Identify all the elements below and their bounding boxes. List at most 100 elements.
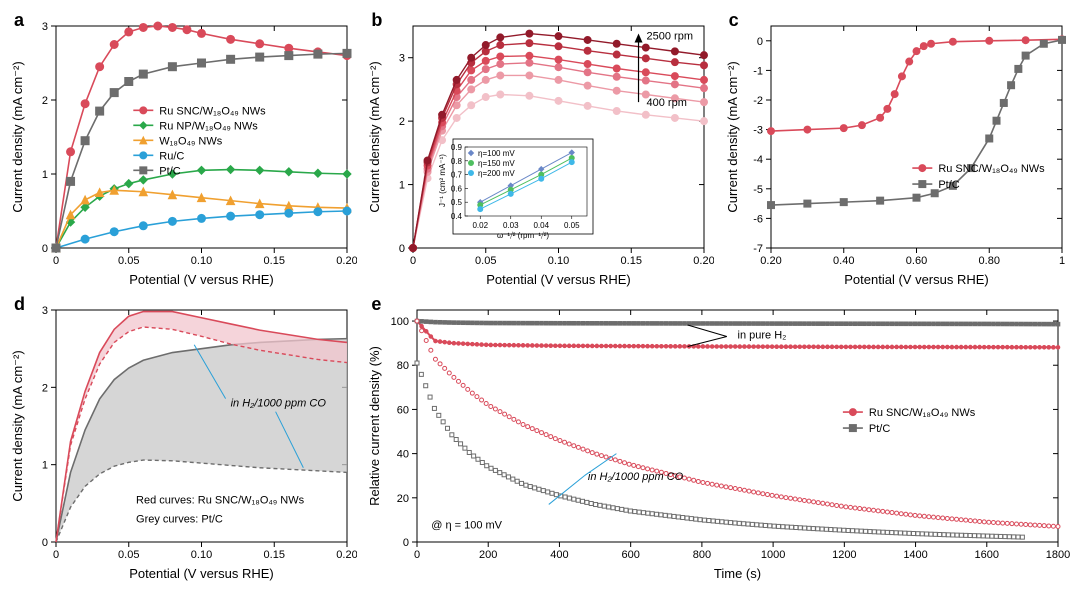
svg-text:0.20: 0.20 xyxy=(336,255,357,267)
svg-text:200: 200 xyxy=(479,549,497,561)
svg-text:0.05: 0.05 xyxy=(118,549,139,561)
svg-text:0.60: 0.60 xyxy=(905,255,926,267)
svg-text:J⁻¹ (cm² mA⁻¹): J⁻¹ (cm² mA⁻¹) xyxy=(438,154,447,207)
svg-text:η=150 mV: η=150 mV xyxy=(478,159,515,168)
svg-text:1400: 1400 xyxy=(904,549,928,561)
svg-text:2: 2 xyxy=(42,382,48,394)
svg-text:@ η = 100 mV: @ η = 100 mV xyxy=(432,520,503,532)
svg-text:Pt/C: Pt/C xyxy=(869,423,890,435)
svg-text:Grey curves: Pt/C: Grey curves: Pt/C xyxy=(136,514,223,526)
svg-text:0.15: 0.15 xyxy=(264,549,285,561)
svg-text:0: 0 xyxy=(403,537,409,549)
svg-text:1200: 1200 xyxy=(832,549,856,561)
svg-text:0.10: 0.10 xyxy=(191,549,212,561)
svg-text:3: 3 xyxy=(399,53,405,65)
svg-text:0.05: 0.05 xyxy=(564,221,580,230)
svg-text:Current density (mA cm⁻²): Current density (mA cm⁻²) xyxy=(10,61,25,212)
svg-text:1: 1 xyxy=(1059,255,1065,267)
svg-text:Potential (V versus RHE): Potential (V versus RHE) xyxy=(129,566,274,581)
svg-text:η=200 mV: η=200 mV xyxy=(478,169,515,178)
svg-text:2: 2 xyxy=(399,116,405,128)
svg-text:40: 40 xyxy=(397,449,409,461)
svg-text:1: 1 xyxy=(42,169,48,181)
svg-text:0.4: 0.4 xyxy=(451,212,463,221)
svg-text:0.20: 0.20 xyxy=(760,255,781,267)
svg-text:1800: 1800 xyxy=(1046,549,1070,561)
svg-text:0.8: 0.8 xyxy=(451,157,463,166)
svg-text:0.15: 0.15 xyxy=(264,255,285,267)
svg-text:60: 60 xyxy=(397,404,409,416)
panel-d-label: d xyxy=(14,294,25,315)
panel-a-label: a xyxy=(14,10,24,31)
panel-c-label: c xyxy=(729,10,739,31)
svg-text:0: 0 xyxy=(42,243,48,255)
svg-text:Time (s): Time (s) xyxy=(714,566,761,581)
svg-text:0: 0 xyxy=(410,255,416,267)
svg-text:-7: -7 xyxy=(753,243,763,255)
svg-text:1000: 1000 xyxy=(761,549,785,561)
svg-text:0.9: 0.9 xyxy=(451,143,463,152)
svg-text:2: 2 xyxy=(42,95,48,107)
svg-text:400 rpm: 400 rpm xyxy=(647,97,687,109)
svg-text:ω⁻¹⧸² (rpm⁻¹⧸²): ω⁻¹⧸² (rpm⁻¹⧸²) xyxy=(497,231,549,240)
svg-text:η=100 mV: η=100 mV xyxy=(478,149,515,158)
svg-text:0.03: 0.03 xyxy=(503,221,519,230)
svg-text:400: 400 xyxy=(551,549,569,561)
svg-text:3: 3 xyxy=(42,21,48,33)
svg-text:0: 0 xyxy=(414,549,420,561)
svg-text:0.10: 0.10 xyxy=(548,255,569,267)
svg-text:0.5: 0.5 xyxy=(451,198,463,207)
svg-text:in H₂/1000 ppm CO: in H₂/1000 ppm CO xyxy=(231,398,327,410)
svg-text:Potential (V versus RHE): Potential (V versus RHE) xyxy=(487,272,632,287)
svg-text:in H₂/1000 ppm CO: in H₂/1000 ppm CO xyxy=(588,471,684,483)
svg-text:Current density (mA cm⁻²): Current density (mA cm⁻²) xyxy=(725,61,740,212)
svg-text:1: 1 xyxy=(42,460,48,472)
svg-text:Pt/C: Pt/C xyxy=(938,179,959,191)
svg-text:Potential (V versus RHE): Potential (V versus RHE) xyxy=(844,272,989,287)
svg-text:0: 0 xyxy=(42,537,48,549)
panel-b-label: b xyxy=(371,10,382,31)
svg-text:0.7: 0.7 xyxy=(451,171,463,180)
svg-text:0.20: 0.20 xyxy=(694,255,715,267)
svg-text:0.80: 0.80 xyxy=(978,255,999,267)
svg-text:in pure H₂: in pure H₂ xyxy=(738,330,787,342)
svg-text:Relative current density (%): Relative current density (%) xyxy=(367,346,382,506)
svg-text:80: 80 xyxy=(397,360,409,372)
svg-text:0.05: 0.05 xyxy=(475,255,496,267)
svg-text:-4: -4 xyxy=(753,154,763,166)
svg-text:3: 3 xyxy=(42,305,48,317)
svg-text:0.6: 0.6 xyxy=(451,184,463,193)
svg-text:-3: -3 xyxy=(753,125,763,137)
svg-text:Ru/C: Ru/C xyxy=(159,150,184,162)
svg-text:800: 800 xyxy=(693,549,711,561)
svg-text:0.15: 0.15 xyxy=(621,255,642,267)
svg-text:600: 600 xyxy=(622,549,640,561)
svg-text:0: 0 xyxy=(53,255,59,267)
svg-text:0.02: 0.02 xyxy=(473,221,489,230)
svg-text:1: 1 xyxy=(399,180,405,192)
svg-text:0.20: 0.20 xyxy=(336,549,357,561)
svg-text:0.40: 0.40 xyxy=(833,255,854,267)
svg-text:Current density (mA cm⁻²): Current density (mA cm⁻²) xyxy=(10,350,25,501)
svg-text:Pt/C: Pt/C xyxy=(159,165,180,177)
svg-text:Ru SNC/W₁₈O₄₉ NWs: Ru SNC/W₁₈O₄₉ NWs xyxy=(159,105,266,117)
panel-c: c 0.200.400.600.801-7-6-5-4-3-2-10Potent… xyxy=(723,8,1072,288)
panel-e-label: e xyxy=(371,294,381,315)
svg-text:1600: 1600 xyxy=(975,549,999,561)
panel-b: b 0 0.05 0.10 0.15 0.20 0 1 2 3 Potential (V vers… xyxy=(365,8,714,288)
svg-text:20: 20 xyxy=(397,493,409,505)
svg-text:Current density (mA cm⁻²): Current density (mA cm⁻²) xyxy=(367,61,382,212)
svg-text:Ru NP/W₁₈O₄₉ NWs: Ru NP/W₁₈O₄₉ NWs xyxy=(159,120,258,132)
svg-text:-6: -6 xyxy=(753,213,763,225)
panel-a: a 0 0.05 0.10 0.15 0.20 0 1 2 3 Potential (V vers… xyxy=(8,8,357,288)
panel-e: e 0 200 400 600 800 1000 1200 1400 1600 1800 0 20 40… xyxy=(365,292,1072,582)
panel-d: d 0 0.05 0.10 0.15 0.20 0 1 2 3 Potential (V vers… xyxy=(8,292,357,582)
svg-text:0: 0 xyxy=(53,549,59,561)
svg-text:W₁₈O₄₉ NWs: W₁₈O₄₉ NWs xyxy=(159,135,222,147)
svg-text:0.10: 0.10 xyxy=(191,255,212,267)
svg-text:Potential (V versus RHE): Potential (V versus RHE) xyxy=(129,272,274,287)
svg-text:0.05: 0.05 xyxy=(118,255,139,267)
svg-text:0: 0 xyxy=(399,243,405,255)
svg-text:100: 100 xyxy=(391,316,409,328)
svg-text:-1: -1 xyxy=(753,65,763,77)
